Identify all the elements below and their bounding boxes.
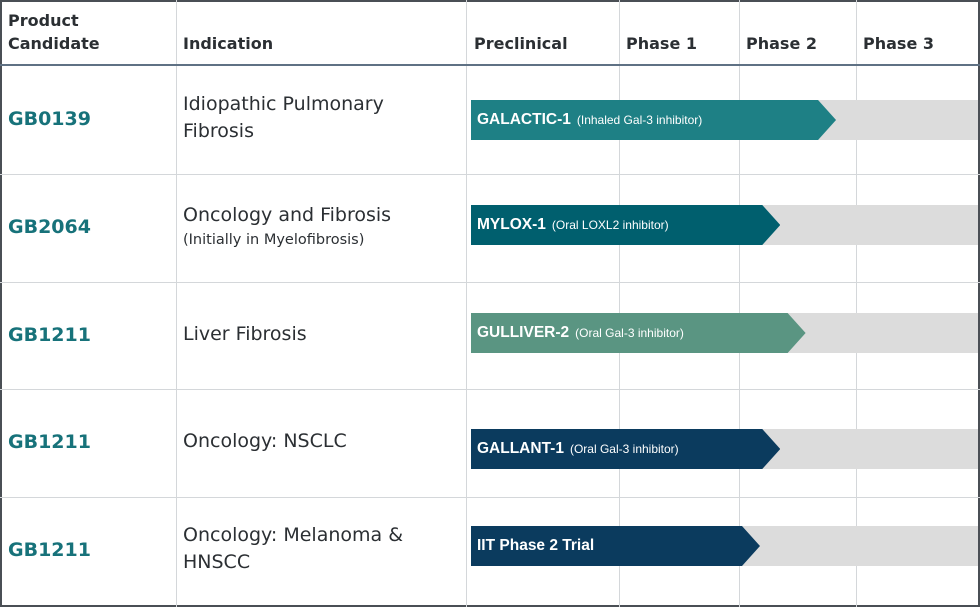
trial-name: GALACTIC-1 xyxy=(477,111,571,128)
indication-subtext: (Initially in Myelofibrosis) xyxy=(183,231,365,248)
header-phase-1: Phase 1 xyxy=(626,34,697,53)
product-code: GB0139 xyxy=(8,108,91,130)
indication-line: Idiopathic Pulmonary xyxy=(183,93,384,115)
trial-description: (Oral Gal-3 inhibitor) xyxy=(575,326,684,340)
trial-description: (Inhaled Gal-3 inhibitor) xyxy=(576,113,703,127)
indication-line: Fibrosis xyxy=(183,120,254,142)
progress-arrow: IIT Phase 2 Trial xyxy=(471,526,760,566)
progress-arrow: GULLIVER-2 (Oral Gal-3 inhibitor) xyxy=(471,313,806,353)
column-divider xyxy=(466,0,467,607)
column-divider xyxy=(739,0,740,607)
indication: Oncology: NSCLC xyxy=(183,428,347,455)
progress-arrow: GALLANT-1 (Oral Gal-3 inhibitor) xyxy=(471,429,780,469)
trial-name: IIT Phase 2 Trial xyxy=(477,537,595,554)
product-code: GB1211 xyxy=(8,539,91,561)
trial-description: (Oral LOXL2 inhibitor) xyxy=(551,218,669,232)
row-divider xyxy=(0,497,980,498)
trial-description: (Oral Gal-3 inhibitor) xyxy=(569,442,679,456)
header-product-candidate: Product Candidate xyxy=(8,9,100,55)
column-divider xyxy=(619,0,620,607)
progress-arrow: MYLOX-1 (Oral LOXL2 inhibitor) xyxy=(471,205,780,245)
header-indication: Indication xyxy=(183,34,274,53)
trial-name: GALLANT-1 xyxy=(477,440,564,457)
column-divider xyxy=(856,0,857,607)
indication-line: Oncology: NSCLC xyxy=(183,429,347,452)
trial-name: GULLIVER-2 xyxy=(477,324,570,341)
product-code: GB1211 xyxy=(8,324,91,346)
row-divider xyxy=(0,389,980,390)
column-divider xyxy=(176,0,177,607)
indication-line: Liver Fibrosis xyxy=(183,322,307,345)
header-line: Product xyxy=(8,11,79,30)
indication: Liver Fibrosis xyxy=(183,321,307,348)
progress-arrow: GALACTIC-1 (Inhaled Gal-3 inhibitor) xyxy=(471,100,836,140)
header-preclinical: Preclinical xyxy=(474,34,568,53)
product-code: GB1211 xyxy=(8,431,91,453)
trial-name: MYLOX-1 xyxy=(477,216,546,233)
row-divider xyxy=(0,282,980,283)
header-phase-2: Phase 2 xyxy=(746,34,817,53)
header-line: Candidate xyxy=(8,34,100,53)
indication-line: HNSCC xyxy=(183,551,251,573)
product-code: GB2064 xyxy=(8,216,91,238)
header-phase-3: Phase 3 xyxy=(863,34,934,53)
row-divider xyxy=(0,174,980,175)
indication: Oncology and Fibrosis (Initially in Myelo… xyxy=(183,202,391,251)
indication: Oncology: Melanoma & HNSCC xyxy=(183,522,403,576)
indication: Idiopathic Pulmonary Fibrosis xyxy=(183,91,384,145)
indication-line: Oncology: Melanoma & xyxy=(183,524,404,546)
indication-line: Oncology and Fibrosis xyxy=(183,203,392,226)
header-rule xyxy=(0,64,980,66)
